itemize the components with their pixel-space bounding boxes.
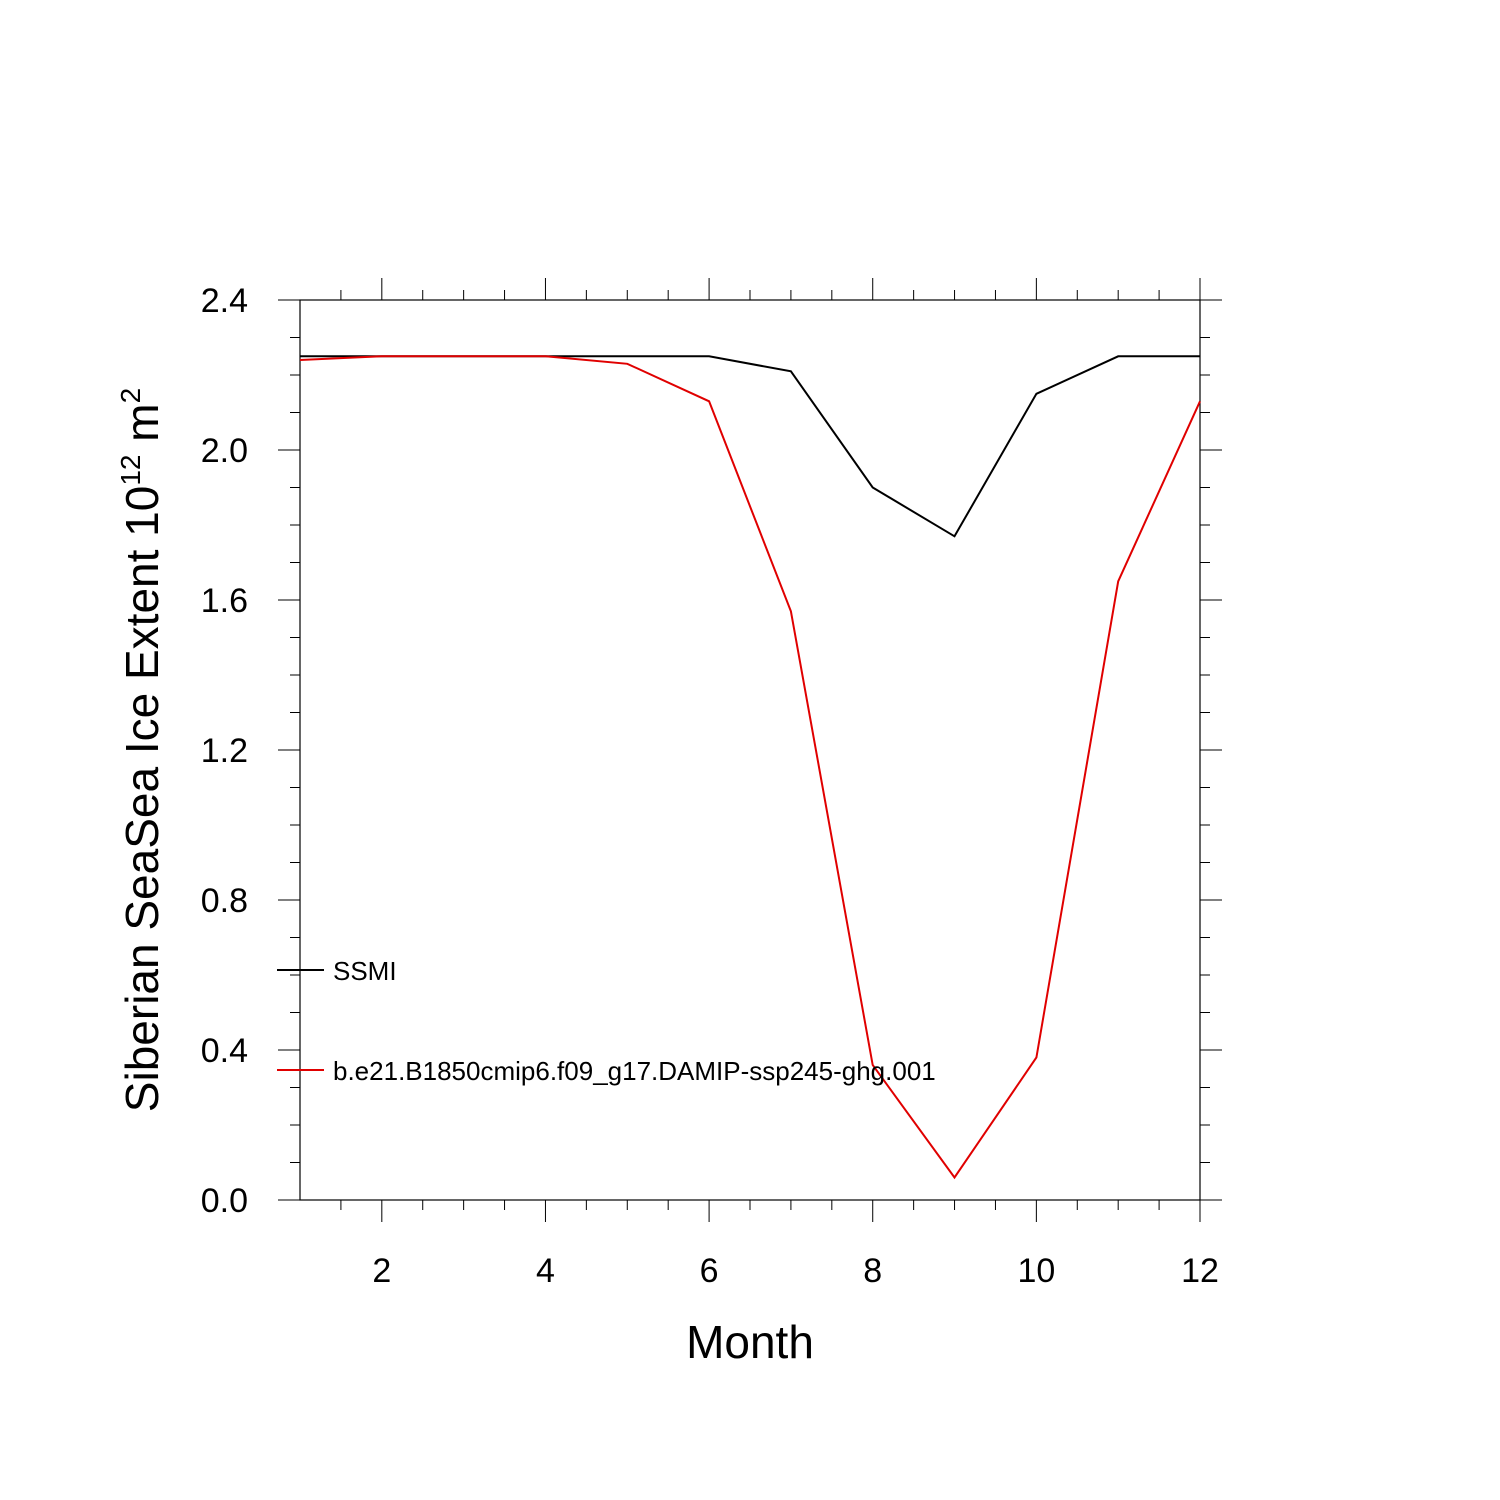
y-tick-label: 2.4: [201, 282, 248, 320]
legend-label-ssmi: SSMI: [333, 956, 397, 986]
legend-label-model: b.e21.B1850cmip6.f09_g17.DAMIP-ssp245-gh…: [333, 1056, 936, 1086]
y-tick-label: 1.2: [201, 732, 248, 770]
series-line-model: [299, 355, 1201, 1180]
x-tick-label: 8: [863, 1252, 882, 1290]
x-tick-label: 4: [536, 1252, 555, 1290]
x-tick-label: 6: [700, 1252, 719, 1290]
axis-ticks: [278, 278, 1222, 1222]
y-tick-label: 0.4: [201, 1032, 248, 1070]
tick-labels: 2 4 6 8 10 12 0.0 0.4 0.8 1.2 1.6 2.0 2.4: [201, 282, 1219, 1290]
x-tick-label: 12: [1181, 1252, 1219, 1290]
y-axis-label-unit: m: [116, 403, 168, 441]
x-tick-label: 10: [1017, 1252, 1055, 1290]
legend: SSMI b.e21.B1850cmip6.f09_g17.DAMIP-ssp2…: [277, 956, 936, 1086]
y-axis-label-unit-exponent: 2: [115, 388, 146, 404]
y-axis-label: Siberian SeaSea Ice Extent 1012 m2: [115, 388, 168, 1112]
y-axis-label-exponent: 12: [115, 455, 146, 486]
y-tick-label: 0.8: [201, 882, 248, 920]
y-tick-label: 2.0: [201, 432, 248, 470]
series-lines: [299, 355, 1201, 1180]
y-tick-label: 1.6: [201, 582, 248, 620]
y-axis-label-main: Siberian SeaSea Ice Extent 10: [116, 486, 168, 1113]
plot-frame: [299, 299, 1201, 1201]
y-tick-label: 0.0: [201, 1182, 248, 1220]
series-line-ssmi: [300, 355, 1200, 538]
x-axis-label: Month: [686, 1316, 814, 1368]
x-tick-label: 2: [372, 1252, 391, 1290]
svg-text:Siberian SeaSea Ice Extent 101: Siberian SeaSea Ice Extent 1012 m2: [115, 388, 168, 1112]
